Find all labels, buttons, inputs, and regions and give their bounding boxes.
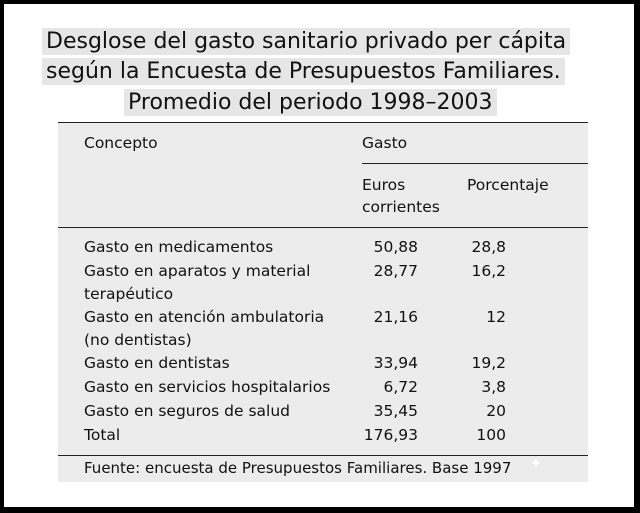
row-concepto: Total xyxy=(84,426,121,444)
row-euros: 6,72 xyxy=(383,378,418,396)
gasto-rule xyxy=(362,163,588,164)
row-euros: 176,93 xyxy=(363,426,418,444)
row-euros: 28,77 xyxy=(373,262,418,280)
header-rule xyxy=(58,227,588,228)
table-panel: Concepto Gasto Euros corrientes Porcenta… xyxy=(58,122,588,482)
row-porcentaje: 100 xyxy=(476,426,506,444)
row-porcentaje: 12 xyxy=(486,308,506,326)
row-porcentaje: 28,8 xyxy=(471,238,506,256)
title-line-1: Desglose del gasto sanitario privado per… xyxy=(42,28,571,55)
row-euros: 50,88 xyxy=(373,238,418,256)
header-porcentaje: Porcentaje xyxy=(467,176,549,194)
sparkle-icon: ✦ xyxy=(530,456,542,472)
row-concepto: Gasto en medicamentos xyxy=(84,238,274,256)
bottom-rule xyxy=(58,455,588,456)
row-euros: 33,94 xyxy=(373,354,418,372)
row-concepto: Gasto en seguros de salud xyxy=(84,402,290,420)
top-rule xyxy=(58,122,588,123)
row-concepto: Gasto en aparatos y material xyxy=(84,262,311,280)
row-concepto: Gasto en servicios hospitalarios xyxy=(84,378,331,396)
document-frame: Desglose del gasto sanitario privado per… xyxy=(3,3,635,508)
row-concepto: Gasto en atención ambulatoria xyxy=(84,308,325,326)
header-concepto: Concepto xyxy=(84,134,158,152)
row-concepto: Gasto en dentistas xyxy=(84,354,230,372)
row-concepto-cont: (no dentistas) xyxy=(84,331,192,349)
header-euros-line1: Euros xyxy=(362,176,406,194)
row-porcentaje: 3,8 xyxy=(481,378,506,396)
row-concepto-cont: terapéutico xyxy=(84,285,174,303)
row-euros: 35,45 xyxy=(373,402,418,420)
title-line-2: según la Encuesta de Presupuestos Famili… xyxy=(42,58,565,85)
header-gasto: Gasto xyxy=(362,134,408,152)
source-note: Fuente: encuesta de Presupuestos Familia… xyxy=(84,459,512,477)
row-porcentaje: 16,2 xyxy=(471,262,506,280)
row-euros: 21,16 xyxy=(373,308,418,326)
title-line-3: Promedio del periodo 1998–2003 xyxy=(124,89,497,116)
header-euros-line2: corrientes xyxy=(362,198,440,216)
row-porcentaje: 20 xyxy=(486,402,506,420)
row-porcentaje: 19,2 xyxy=(471,354,506,372)
